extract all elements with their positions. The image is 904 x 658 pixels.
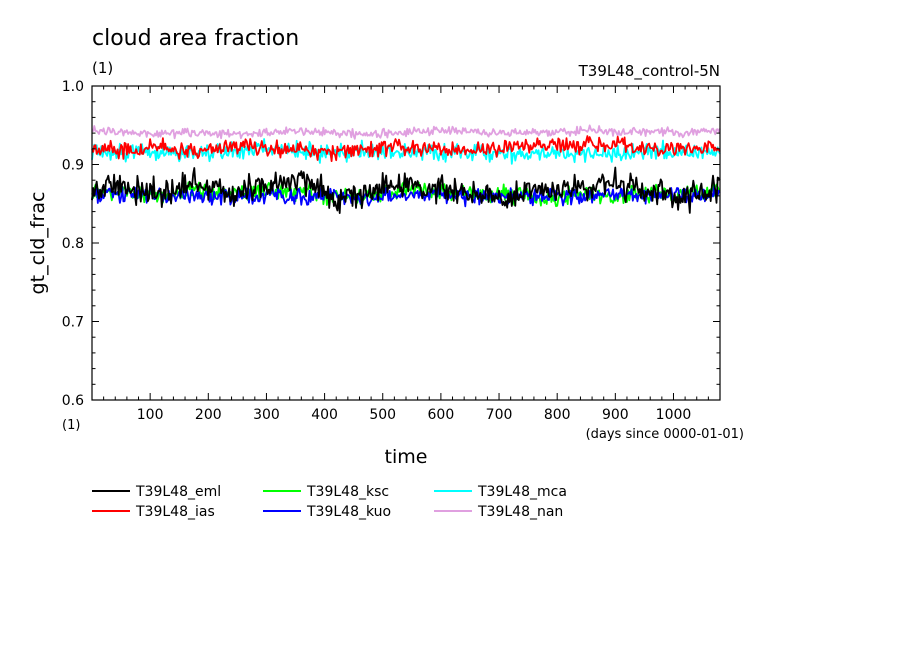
x-tick-label: 800 <box>544 407 571 423</box>
series-line-T39L48_eml <box>91 166 721 215</box>
y-tick-label: 0.8 <box>62 236 84 252</box>
series-line-T39L48_nan <box>91 124 721 140</box>
plot-area <box>91 124 721 215</box>
x-tick-label: 700 <box>486 407 513 423</box>
y-axis-label: gt_cld_frac <box>27 192 49 295</box>
x-tick-label: 1000 <box>656 407 692 423</box>
chart-title: cloud area fraction <box>92 26 299 51</box>
x-tick-label: 400 <box>311 407 338 423</box>
axes: 100 200 300 400 500 600 700 800 900 1000 0.6 0.7 0.8… <box>62 79 721 423</box>
legend-label-T39L48_mca: T39L48_mca <box>477 484 567 500</box>
legend-label-T39L48_eml: T39L48_eml <box>135 484 221 500</box>
x-axis-label: time <box>385 446 428 468</box>
y-tick-label: 0.7 <box>62 315 84 331</box>
legend-label-T39L48_kuo: T39L48_kuo <box>306 504 391 520</box>
y-units: (1) <box>62 418 80 433</box>
chart-units: (1) <box>92 59 113 77</box>
x-tick-label: 500 <box>369 407 396 423</box>
y-tick-label: 1.0 <box>62 79 84 95</box>
run-label: T39L48_control-5N <box>578 62 720 81</box>
x-tick-label: 600 <box>428 407 455 423</box>
y-tick-label: 0.6 <box>62 393 84 409</box>
y-tick-label: 0.9 <box>62 158 84 174</box>
legend-label-T39L48_ias: T39L48_ias <box>135 504 215 520</box>
x-tick-label: 900 <box>602 407 629 423</box>
series-line-T39L48_ias <box>91 135 721 163</box>
legend: T39L48_eml T39L48_ksc T39L48_mca T39L48_ias… <box>92 484 567 520</box>
legend-label-T39L48_ksc: T39L48_ksc <box>306 484 389 500</box>
series-line-T39L48_kuo <box>91 184 721 208</box>
x-tick-label: 300 <box>253 407 280 423</box>
legend-label-T39L48_nan: T39L48_nan <box>477 504 563 520</box>
x-units: (days since 0000-01-01) <box>586 427 744 442</box>
x-tick-label: 100 <box>137 407 164 423</box>
x-tick-label: 200 <box>195 407 222 423</box>
